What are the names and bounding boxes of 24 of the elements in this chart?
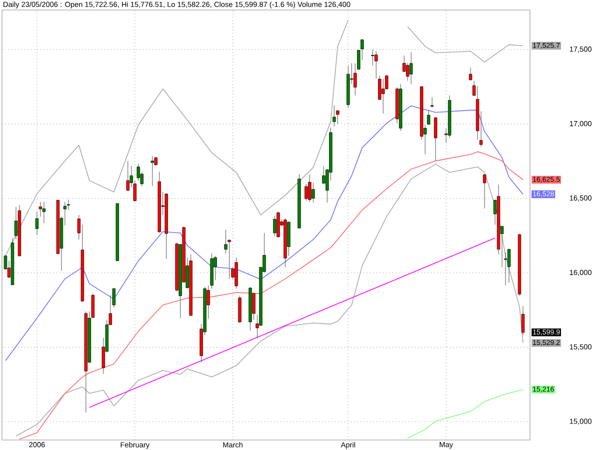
candlestick: [434, 116, 438, 162]
candlestick: [273, 216, 276, 237]
candlestick: [308, 174, 312, 202]
candlestick: [304, 184, 308, 202]
candlestick: [374, 50, 378, 79]
candlestick: [427, 110, 430, 126]
line-series: [5, 105, 524, 362]
candlestick: [507, 248, 511, 283]
candlestick: [42, 202, 46, 224]
candlestick: [126, 160, 130, 192]
line-series: [407, 389, 524, 439]
candlestick: [234, 257, 238, 289]
candlestick: [336, 110, 340, 124]
candlestick: [468, 67, 472, 81]
candlestick: [430, 96, 434, 108]
candlestick: [332, 104, 336, 127]
candlestick: [312, 182, 315, 203]
candlestick: [150, 156, 154, 186]
candlestick: [521, 306, 525, 336]
candlestick: [35, 211, 39, 235]
candlestick: [482, 174, 486, 209]
candlestick: [410, 52, 413, 84]
candlestick: [371, 49, 374, 66]
candlestick: [382, 78, 385, 114]
